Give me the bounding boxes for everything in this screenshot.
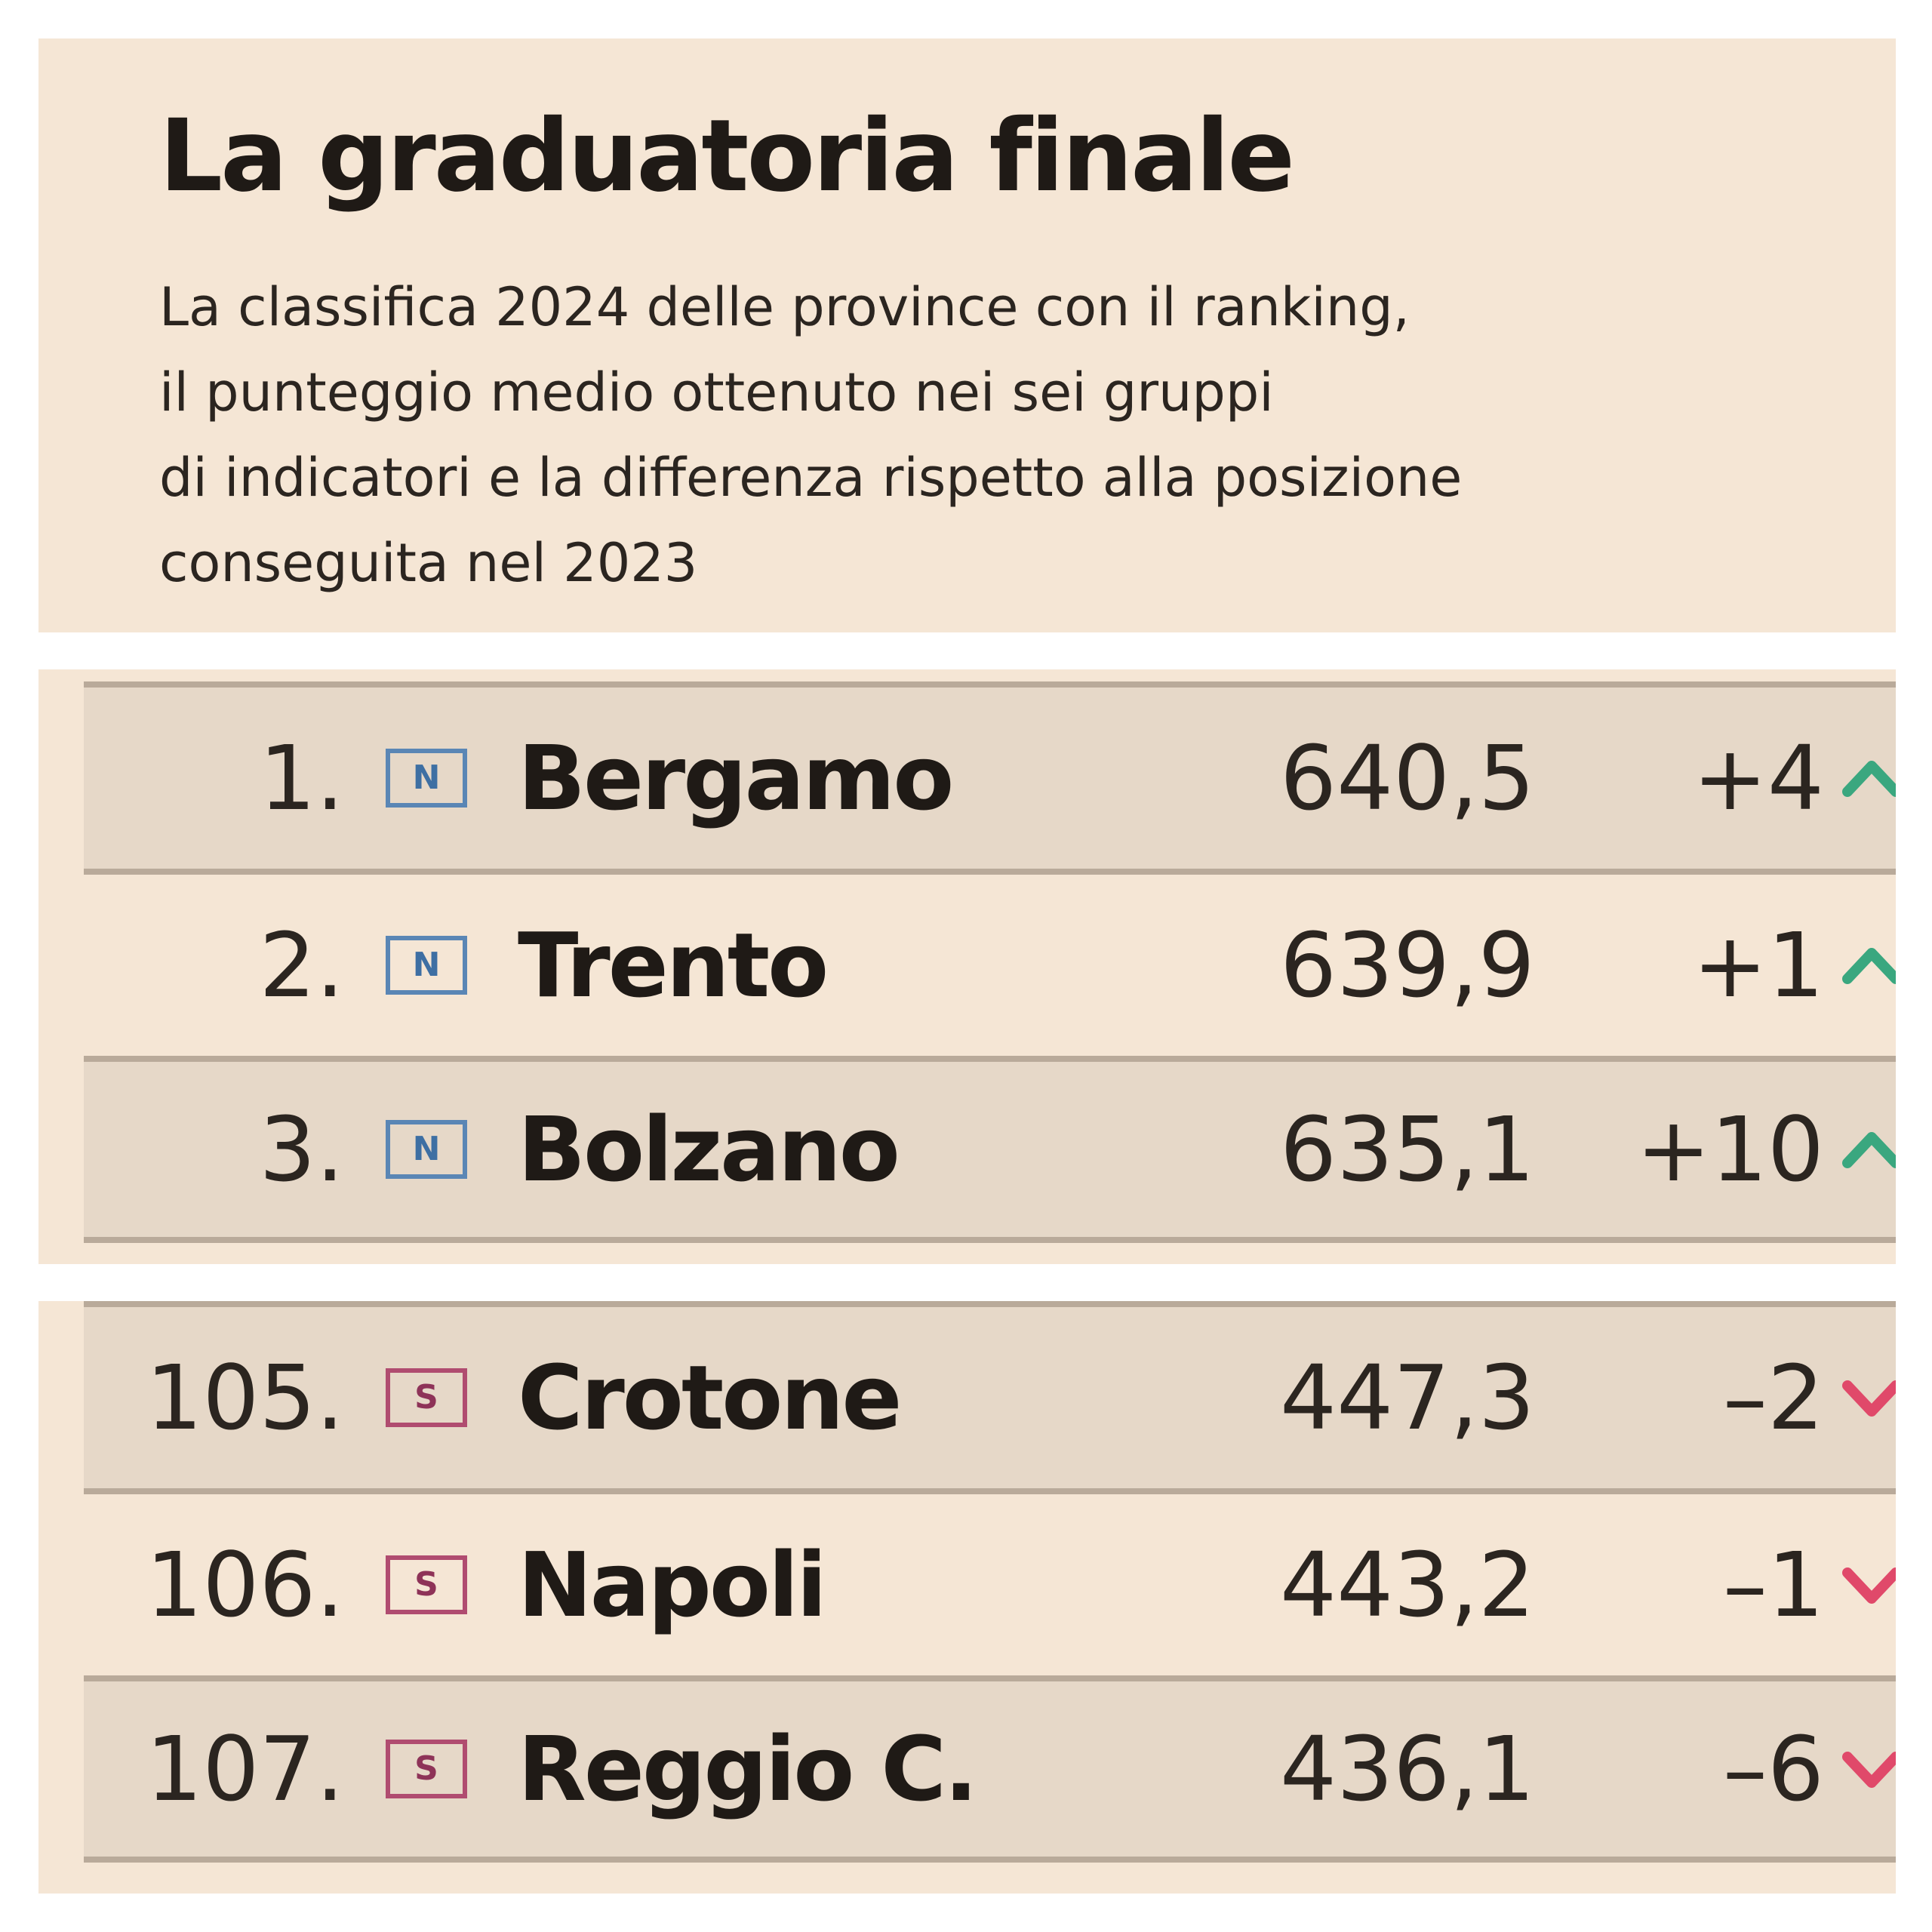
- chevron-up-icon: [1842, 948, 1896, 984]
- rank-cell: 3.: [259, 1097, 344, 1201]
- table-row: 3. N Bolzano 635,1 +10: [84, 1056, 1896, 1243]
- subtitle-line: di indicatori e la differenza rispetto a…: [159, 447, 1463, 509]
- chart-title: La graduatoria finale: [159, 98, 1295, 214]
- rank-cell: 106.: [146, 1533, 344, 1637]
- subtitle-line: conseguita nel 2023: [159, 532, 698, 594]
- score-cell: 436,1: [1280, 1717, 1535, 1821]
- ranking-table-top: 1. N Bergamo 640,5 +4 2. N Trento 639,9 +1 3. N Bolz…: [84, 681, 1896, 1243]
- rank-cell: 105.: [146, 1346, 344, 1450]
- subtitle-line: La classifica 2024 delle province con il…: [159, 276, 1410, 338]
- rank-cell: 2.: [259, 913, 344, 1017]
- chevron-down-icon: [1842, 1752, 1896, 1788]
- south-area-badge: S: [386, 1555, 467, 1614]
- north-area-badge: N: [386, 936, 467, 995]
- score-cell: 635,1: [1280, 1097, 1535, 1201]
- chevron-up-icon: [1842, 1132, 1896, 1168]
- province-name: Trento: [518, 913, 829, 1017]
- province-name: Bergamo: [518, 726, 954, 830]
- score-cell: 640,5: [1280, 726, 1535, 830]
- table-row: 1. N Bergamo 640,5 +4: [84, 681, 1896, 869]
- chevron-down-icon: [1842, 1567, 1896, 1604]
- top-ranking-panel: 1. N Bergamo 640,5 +4 2. N Trento 639,9 +1 3. N Bolz…: [38, 669, 1896, 1264]
- score-cell: 447,3: [1280, 1346, 1535, 1450]
- province-name: Reggio C.: [518, 1717, 978, 1821]
- south-area-badge: S: [386, 1368, 467, 1427]
- bottom-ranking-panel: 105. S Crotone 447,3 –2 106. S Napoli 443,2 –1 107…: [38, 1301, 1896, 1894]
- score-cell: 443,2: [1280, 1533, 1535, 1637]
- position-change: –2: [1722, 1346, 1824, 1450]
- province-name: Crotone: [518, 1346, 902, 1450]
- chart-subtitle: La classifica 2024 delle province con il…: [159, 265, 1857, 606]
- province-name: Napoli: [518, 1533, 827, 1637]
- ranking-table-bottom: 105. S Crotone 447,3 –2 106. S Napoli 443,2 –1 107…: [84, 1301, 1896, 1863]
- chevron-down-icon: [1842, 1380, 1896, 1417]
- table-row: 106. S Napoli 443,2 –1: [84, 1488, 1896, 1675]
- position-change: +4: [1693, 726, 1824, 830]
- position-change: +10: [1635, 1097, 1824, 1201]
- score-cell: 639,9: [1280, 913, 1535, 1017]
- rank-cell: 1.: [259, 726, 344, 830]
- position-change: –1: [1722, 1533, 1824, 1637]
- chevron-up-icon: [1842, 761, 1896, 797]
- position-change: –6: [1722, 1717, 1824, 1821]
- header-panel: La graduatoria finale La classifica 2024…: [38, 38, 1896, 632]
- table-row: 2. N Trento 639,9 +1: [84, 869, 1896, 1056]
- table-row: 105. S Crotone 447,3 –2: [84, 1301, 1896, 1488]
- north-area-badge: N: [386, 749, 467, 808]
- table-row: 107. S Reggio C. 436,1 –6: [84, 1675, 1896, 1863]
- subtitle-line: il punteggio medio ottenuto nei sei grup…: [159, 361, 1274, 423]
- rank-cell: 107.: [146, 1717, 344, 1821]
- south-area-badge: S: [386, 1740, 467, 1798]
- position-change: +1: [1693, 913, 1824, 1017]
- north-area-badge: N: [386, 1120, 467, 1179]
- province-name: Bolzano: [518, 1097, 900, 1201]
